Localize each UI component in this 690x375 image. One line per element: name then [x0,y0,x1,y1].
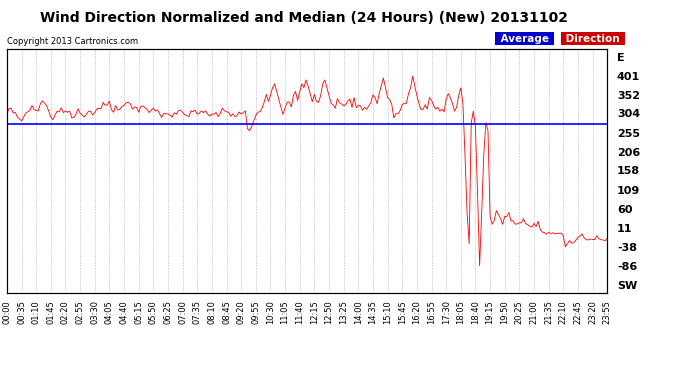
Text: Direction: Direction [562,34,624,44]
Text: Wind Direction Normalized and Median (24 Hours) (New) 20131102: Wind Direction Normalized and Median (24… [39,11,568,25]
Text: Average: Average [497,34,553,44]
Text: Copyright 2013 Cartronics.com: Copyright 2013 Cartronics.com [7,38,138,46]
